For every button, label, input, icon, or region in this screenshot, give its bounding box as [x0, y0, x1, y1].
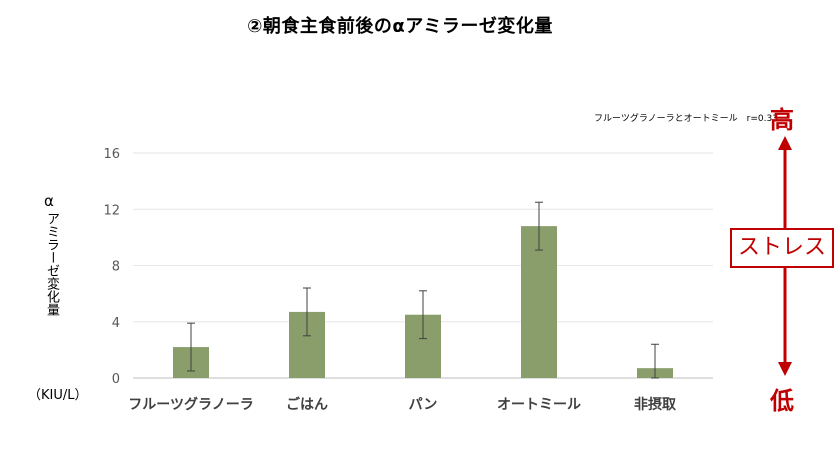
chart-title: ②朝食主食前後のαアミラーゼ変化量 — [247, 16, 553, 37]
error-bars — [187, 201, 659, 379]
y-tick-label: 4 — [112, 316, 120, 331]
stress-label-box: ストレス — [730, 228, 834, 268]
y-tick-label: 12 — [103, 203, 120, 218]
arrow-up-icon — [778, 136, 792, 150]
y-tick-label: 0 — [112, 372, 120, 387]
category-label: フルーツグラノーラ — [128, 396, 253, 413]
category-label: ごはん — [286, 396, 328, 413]
y-axis-label: アミラーゼ変化量 — [44, 212, 59, 316]
y-axis-label-alpha: α — [44, 192, 54, 210]
axis-labels: 0 4 8 12 16 フルーツグラノーラ ごはん パン オートミール 非摂取 — [103, 147, 677, 413]
category-label: パン — [409, 397, 438, 413]
y-tick-label: 8 — [112, 260, 120, 275]
y-tick-label: 16 — [103, 147, 120, 162]
category-label: オートミール — [497, 397, 581, 413]
correlation-annotation: フルーツグラノーラとオートミール r=0.33 — [594, 114, 778, 124]
bar — [521, 226, 557, 378]
stress-low-label: 低 — [770, 387, 794, 415]
category-label: 非摂取 — [634, 396, 677, 413]
y-axis-unit: （KIU/L） — [28, 388, 88, 403]
stress-high-label: 高 — [770, 106, 794, 134]
arrow-down-icon — [778, 362, 792, 376]
